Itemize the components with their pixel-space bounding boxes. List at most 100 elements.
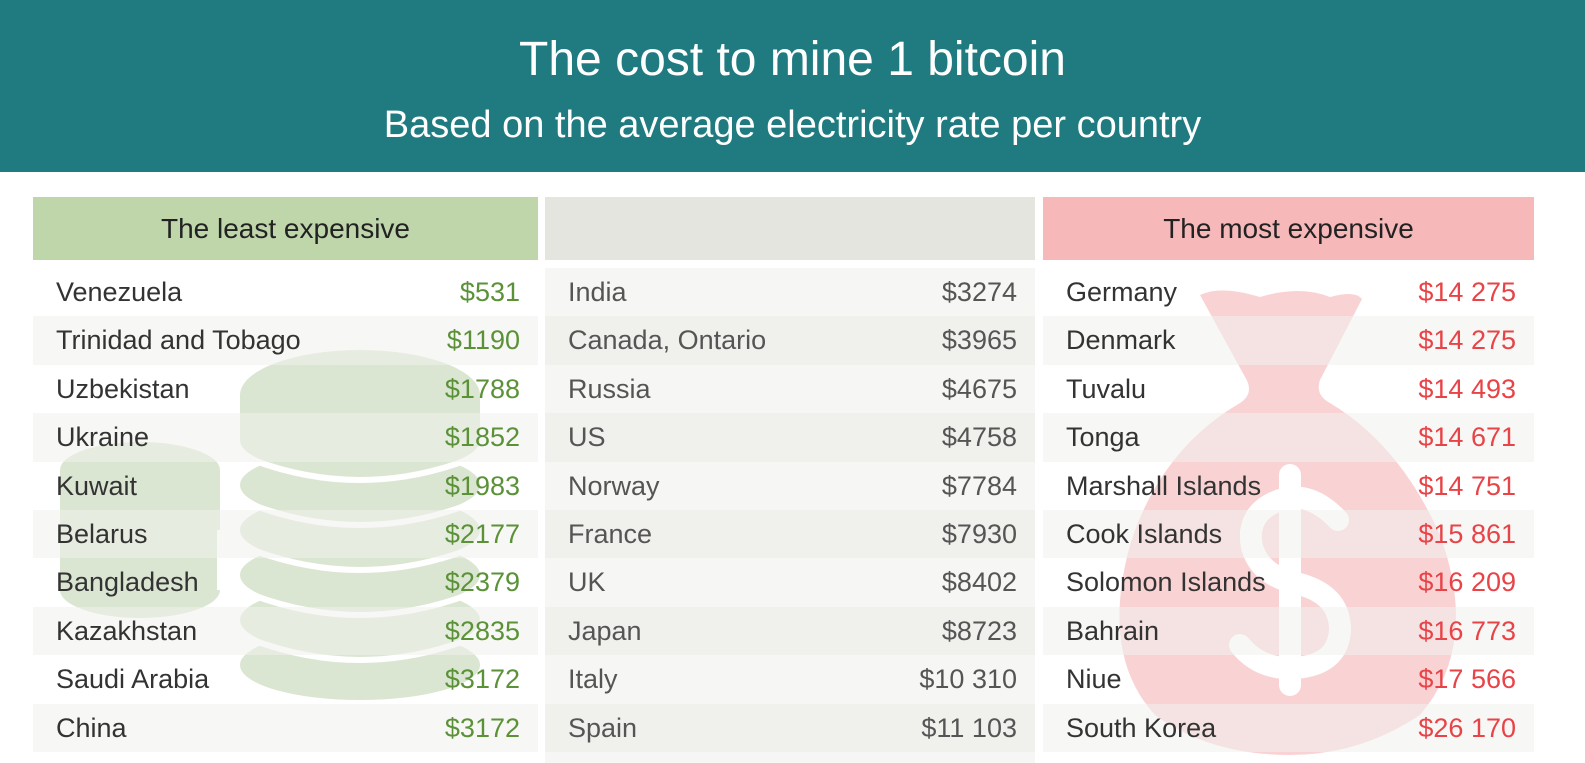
country-label: Spain (568, 712, 638, 743)
country-label: US (568, 422, 606, 453)
cost-value: $14 275 (1418, 325, 1516, 356)
cost-value: $531 (459, 277, 520, 307)
country-label: South Korea (1066, 712, 1217, 743)
country-label: Niue (1066, 664, 1122, 695)
country-label: Tonga (1066, 422, 1140, 453)
table-row: Marshall Islands $14 751 (1043, 462, 1534, 510)
table-row: Solomon Islands $16 209 (1043, 558, 1534, 606)
cost-value: $1190 (446, 325, 520, 356)
table-row: Saudi Arabia $3172 (33, 655, 538, 703)
cost-value: $14 275 (1418, 277, 1516, 307)
table-row: Bahrain $16 773 (1043, 606, 1534, 656)
table-row: US $4758 (545, 413, 1035, 462)
table-row: Venezuela $531 (33, 268, 538, 316)
cost-value: $8402 (941, 567, 1017, 598)
cost-value: $26 170 (1418, 712, 1516, 743)
least-expensive-rows: Venezuela $531 Trinidad and Tobago $1190 U… (33, 268, 538, 763)
cost-value: $15 861 (1418, 518, 1516, 549)
table-row: Italy $10 310 (545, 655, 1035, 703)
table-row: Tuvalu $14 493 (1043, 365, 1534, 413)
country-label: UK (568, 567, 606, 598)
middle-header (545, 197, 1035, 260)
cost-value: $3172 (444, 712, 520, 743)
table-row: Denmark $14 275 (1043, 316, 1534, 365)
least-expensive-column: The least expensive Venezuela $531 Trinid… (33, 197, 538, 763)
cost-value: $14 671 (1418, 422, 1516, 453)
country-label: China (56, 712, 127, 743)
country-label: Russia (568, 373, 651, 404)
table-row: Canada, Ontario $3965 (545, 316, 1035, 365)
country-label: Japan (568, 615, 642, 646)
table-row: Germany $14 275 (1043, 268, 1534, 316)
cost-value: $2835 (444, 615, 520, 646)
table-row: Kuwait $1983 (33, 462, 538, 510)
title-banner: The cost to mine 1 bitcoin Based on the … (0, 0, 1585, 172)
country-label: Trinidad and Tobago (56, 325, 301, 356)
cost-value: $16 209 (1418, 567, 1516, 598)
chart-title: The cost to mine 1 bitcoin (519, 33, 1066, 86)
table-row: Uzbekistan $1788 (33, 365, 538, 413)
cost-value: $1983 (444, 470, 520, 501)
cost-value: $14 493 (1418, 373, 1516, 404)
table-row: Tonga $14 671 (1043, 413, 1534, 462)
cost-value: $1852 (444, 422, 520, 453)
country-label: Saudi Arabia (56, 664, 210, 695)
table-row: Norway $7784 (545, 462, 1035, 510)
chart-subtitle: Based on the average electricity rate pe… (383, 104, 1202, 146)
country-label: Kuwait (56, 470, 138, 501)
country-label: Marshall Islands (1066, 470, 1262, 501)
cost-value: $11 103 (921, 712, 1017, 743)
country-label: Canada, Ontario (568, 325, 767, 356)
cost-value: $1788 (444, 373, 520, 404)
cost-value: $10 310 (919, 664, 1017, 695)
table-row: Belarus $2177 (33, 509, 538, 559)
middle-column: India $3274 Canada, Ontario $3965 Russia $4… (545, 197, 1035, 763)
country-label: Bahrain (1066, 615, 1160, 646)
cost-value: $3965 (941, 325, 1017, 356)
table-row: Spain $11 103 (545, 703, 1035, 752)
middle-rows: India $3274 Canada, Ontario $3965 Russia $4… (545, 268, 1035, 763)
cost-value: $8723 (941, 615, 1017, 646)
cost-value: $17 566 (1418, 664, 1516, 695)
country-label: Solomon Islands (1066, 567, 1266, 598)
cost-value: $4758 (941, 422, 1017, 453)
table-row: China $3172 (33, 703, 538, 752)
country-label: Ukraine (56, 422, 150, 453)
cost-value: $2379 (444, 567, 520, 598)
table-row: Trinidad and Tobago $1190 (33, 316, 538, 365)
cost-value: $3274 (941, 277, 1017, 307)
table-row: Bangladesh $2379 (33, 558, 538, 606)
table-row: Japan $8723 (545, 606, 1035, 656)
country-label: Bangladesh (56, 567, 199, 598)
country-label: Germany (1066, 277, 1178, 307)
table-row: UK $8402 (545, 558, 1035, 606)
country-label: Italy (568, 664, 618, 695)
country-label: Denmark (1066, 325, 1176, 356)
country-label: Cook Islands (1066, 518, 1223, 549)
table-row: Ukraine $1852 (33, 413, 538, 462)
least-expensive-header: The least expensive (33, 197, 538, 260)
country-label: Venezuela (56, 277, 183, 307)
cost-value: $7784 (941, 470, 1017, 501)
most-expensive-rows: Germany $14 275 Denmark $14 275 Tuvalu $14 … (1043, 268, 1534, 763)
table-row: France $7930 (545, 509, 1035, 559)
table-row: Niue $17 566 (1043, 655, 1534, 703)
country-label: India (568, 277, 627, 307)
table-row: Russia $4675 (545, 365, 1035, 413)
table-row: Cook Islands $15 861 (1043, 509, 1534, 559)
table-row: Kazakhstan $2835 (33, 606, 538, 656)
country-label: Belarus (56, 518, 148, 549)
table-row: South Korea $26 170 (1043, 703, 1534, 752)
country-label: Tuvalu (1066, 373, 1147, 404)
country-label: Norway (568, 470, 660, 501)
most-expensive-header: The most expensive (1043, 197, 1534, 260)
country-label: France (568, 518, 653, 549)
most-expensive-column: The most expensive Germany $14 275 Denmar… (1043, 197, 1534, 763)
country-label: Kazakhstan (56, 615, 198, 646)
cost-value: $7930 (941, 518, 1017, 549)
table-row: India $3274 (545, 268, 1035, 316)
country-label: Uzbekistan (56, 373, 190, 404)
cost-value: $14 751 (1418, 470, 1516, 501)
cost-value: $16 773 (1418, 615, 1516, 646)
cost-value: $3172 (444, 664, 520, 695)
